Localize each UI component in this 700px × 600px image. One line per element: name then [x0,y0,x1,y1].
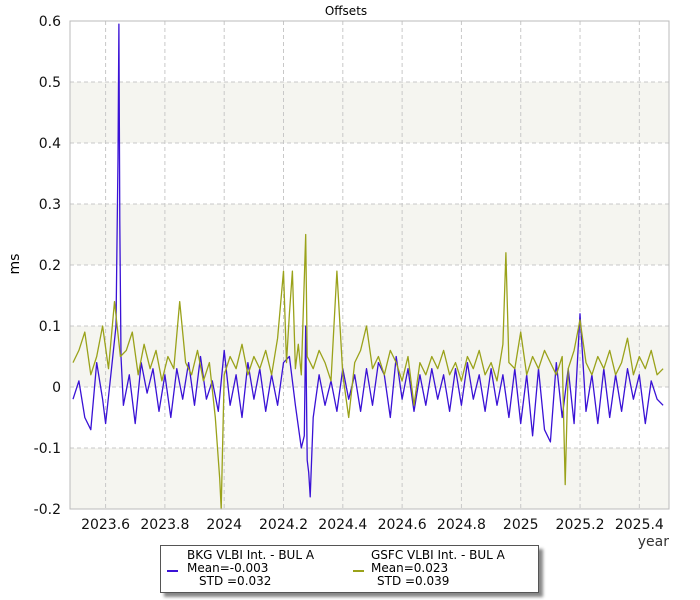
series-line-1 [72,233,664,510]
plot-band [70,21,669,82]
legend-label-gsfc: GSFC VLBI Int. - BUL A [371,548,505,562]
plot-area: -0.2 -0.1 0 0.1 0.2 0.3 0.4 0.5 0.6 2023.6 2023.8 2… [34,14,670,533]
y-tick-label: 0 [52,380,61,396]
legend: BKG VLBI Int. - BUL A Mean=-0.003 STD =0… [160,545,539,593]
y-tick-label: 0.6 [39,14,61,30]
x-tick-label: 2025.4 [615,517,664,533]
plot-band [70,82,669,143]
x-tick-label: 2023.6 [81,517,130,533]
chart-title: Offsets [325,4,367,18]
y-tick-label: -0.2 [34,502,61,518]
plot-band [70,143,669,204]
y-tick-label: 0.2 [39,258,61,274]
x-tick-label: 2024 [206,517,242,533]
x-tick-label: 2023.8 [140,517,189,533]
y-tick-label: 0.3 [39,197,61,213]
x-tick-label: 2025 [503,517,539,533]
legend-swatch-gsfc [353,570,364,572]
x-axis-label: year [638,534,669,550]
x-tick-label: 2025.2 [556,517,605,533]
legend-std-gsfc: STD =0.039 [377,574,450,588]
plot-frame [69,20,670,510]
legend-std-bkg: STD =0.032 [199,574,272,588]
y-axis-label: ms [7,254,23,275]
plot-band [70,265,669,326]
legend-label-bkg: BKG VLBI Int. - BUL A [187,548,315,562]
plot-band [70,387,669,448]
x-tick-label: 2024.2 [259,517,308,533]
legend-swatch-bkg [167,570,178,572]
x-tick-label: 2024.4 [318,517,367,533]
plot-band [70,204,669,265]
plot-band [70,448,669,509]
x-tick-label: 2024.6 [378,517,427,533]
y-tick-label: 0.4 [39,136,61,152]
y-tick-label: 0.5 [39,75,61,91]
y-tick-label: -0.1 [34,441,61,457]
legend-mean-gsfc: Mean=0.023 [371,561,449,575]
x-tick-label: 2024.8 [437,517,486,533]
y-tick-label: 0.1 [39,319,61,335]
legend-mean-bkg: Mean=-0.003 [187,561,269,575]
